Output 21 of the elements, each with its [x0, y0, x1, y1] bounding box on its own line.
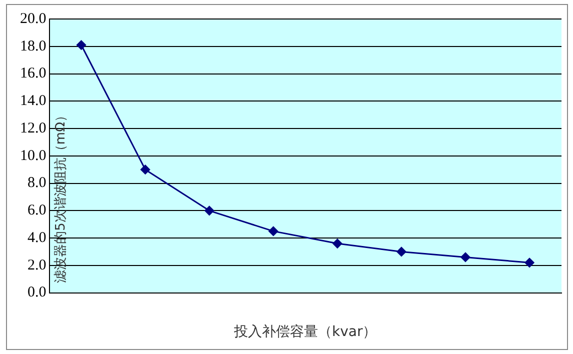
- point: [524, 258, 534, 268]
- point: [332, 238, 342, 248]
- y-tick-label: 10.0: [20, 148, 46, 164]
- y-tick-label: 18.0: [20, 38, 46, 54]
- point: [460, 252, 470, 262]
- y-tick-label: 0.0: [28, 284, 46, 301]
- point: [268, 226, 278, 236]
- point: [140, 164, 150, 174]
- y-tick-label: 2.0: [28, 257, 46, 274]
- x-axis-title: 投入补偿容量（kvar）: [233, 324, 377, 340]
- y-tick-label: 6.0: [28, 202, 46, 219]
- y-tick-label: 20.0: [20, 10, 46, 27]
- y-tick-label: 8.0: [28, 175, 46, 192]
- point: [204, 206, 214, 216]
- y-tick-label: 16.0: [20, 66, 46, 82]
- y-tick-label: 12.0: [20, 120, 46, 136]
- point: [76, 40, 86, 50]
- y-axis-title: 滤波器的5次谐波阻抗（mΩ）: [54, 108, 69, 283]
- y-tick-label: 14.0: [20, 93, 46, 110]
- point: [396, 246, 406, 256]
- y-tick-label: 4.0: [28, 230, 46, 246]
